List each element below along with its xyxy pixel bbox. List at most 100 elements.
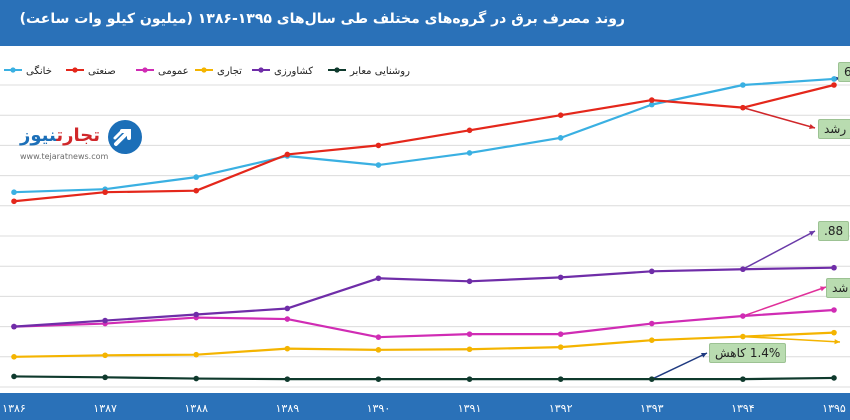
- data-point: [740, 313, 746, 319]
- data-point: [11, 323, 17, 330]
- legend-marker: [10, 67, 16, 73]
- data-point: [375, 275, 382, 282]
- series-line-2: [13, 308, 835, 339]
- data-point: [831, 76, 837, 82]
- data-point: [740, 333, 746, 340]
- series-line-3: [13, 331, 835, 358]
- data-point: [740, 266, 746, 273]
- data-point: [375, 162, 382, 168]
- legend-label: تجاری: [217, 66, 242, 77]
- data-point: [193, 174, 200, 180]
- annotation-arrow: [651, 352, 708, 380]
- callout-public: شد: [826, 278, 850, 298]
- data-point: [193, 187, 200, 194]
- data-point: [831, 375, 837, 381]
- data-point: [648, 97, 655, 103]
- legend-marker: [72, 67, 78, 73]
- legend-label: کشاورزی: [274, 66, 313, 77]
- legend-marker: [142, 67, 148, 73]
- data-point: [284, 376, 291, 382]
- annotation-arrow: [742, 286, 827, 317]
- gridlines: [0, 84, 850, 388]
- data-point: [557, 376, 564, 382]
- data-point: [831, 82, 837, 88]
- data-point: [740, 104, 746, 111]
- logo-text-blue: نیوز: [20, 125, 57, 146]
- data-point: [740, 376, 746, 382]
- data-point: [375, 376, 382, 382]
- arrowhead: [834, 339, 840, 345]
- x-axis-band: [0, 393, 850, 420]
- series-line-0: [13, 77, 835, 194]
- title-banner: روند مصرف برق در گروه‌های مختلف طی سال‌ه…: [0, 0, 850, 46]
- data-point: [102, 317, 108, 324]
- series-group: [11, 76, 837, 382]
- arrowhead: [809, 231, 815, 236]
- data-point: [557, 331, 564, 337]
- data-point: [193, 351, 200, 358]
- legend-marker: [201, 67, 207, 73]
- data-point: [284, 345, 291, 352]
- logo: تجارتنیوز www.tejaratnews.com: [16, 116, 142, 168]
- callout-industrial: رشد: [818, 119, 850, 139]
- logo-badge-icon: [108, 120, 142, 154]
- data-point: [284, 316, 291, 322]
- legend-label: روشنایی معابر: [349, 66, 410, 77]
- series-line-5: [13, 375, 835, 381]
- data-point: [831, 307, 837, 313]
- data-point: [11, 189, 17, 196]
- data-point: [648, 376, 655, 382]
- data-point: [11, 198, 17, 205]
- data-point: [466, 150, 473, 156]
- data-point: [193, 311, 200, 318]
- data-point: [102, 352, 108, 359]
- data-point: [557, 344, 564, 350]
- logo-url: www.tejaratnews.com: [20, 152, 109, 161]
- arrowhead: [820, 286, 826, 292]
- data-point: [284, 151, 291, 158]
- arrowhead: [809, 124, 815, 130]
- data-point: [375, 347, 382, 353]
- legend-label: عمومی: [158, 66, 189, 77]
- data-point: [648, 101, 655, 108]
- data-point: [831, 264, 837, 271]
- data-point: [375, 142, 382, 149]
- data-point: [102, 374, 108, 381]
- callout-street-lighting: 1.4% کاهش: [709, 343, 787, 363]
- data-point: [557, 135, 564, 141]
- arrowhead: [701, 352, 707, 358]
- legend-label: خانگی: [26, 65, 52, 77]
- data-point: [102, 189, 108, 196]
- data-point: [466, 376, 473, 382]
- data-point: [466, 346, 473, 353]
- data-point: [648, 337, 655, 343]
- callout-household: 6: [838, 62, 850, 82]
- legend-marker: [334, 67, 340, 73]
- data-point: [466, 127, 473, 134]
- data-point: [648, 320, 655, 327]
- data-point: [193, 375, 200, 382]
- data-point: [740, 82, 746, 88]
- logo-text: تجارتنیوز: [16, 125, 100, 146]
- data-point: [466, 331, 473, 337]
- logo-text-red: تجارت: [56, 125, 100, 146]
- data-point: [284, 305, 291, 312]
- legend-marker: [258, 67, 264, 73]
- callout-agriculture: 88.: [818, 221, 850, 241]
- annotation-arrow: [742, 335, 841, 343]
- data-point: [648, 268, 655, 275]
- data-point: [375, 334, 382, 340]
- chart-title: روند مصرف برق در گروه‌های مختلف طی سال‌ه…: [19, 11, 625, 27]
- data-point: [557, 274, 564, 281]
- annotation-arrow: [742, 230, 816, 270]
- data-point: [11, 373, 17, 380]
- legend: خانگی صنعتی عمومی تجاری کشاورزی روشنایی معابر: [4, 65, 410, 77]
- annotation-arrow: [742, 106, 816, 129]
- data-point: [466, 278, 473, 285]
- data-point: [11, 354, 17, 360]
- series-line-4: [13, 266, 835, 328]
- data-point: [831, 329, 837, 336]
- series-line-1: [13, 83, 835, 203]
- data-point: [557, 112, 564, 118]
